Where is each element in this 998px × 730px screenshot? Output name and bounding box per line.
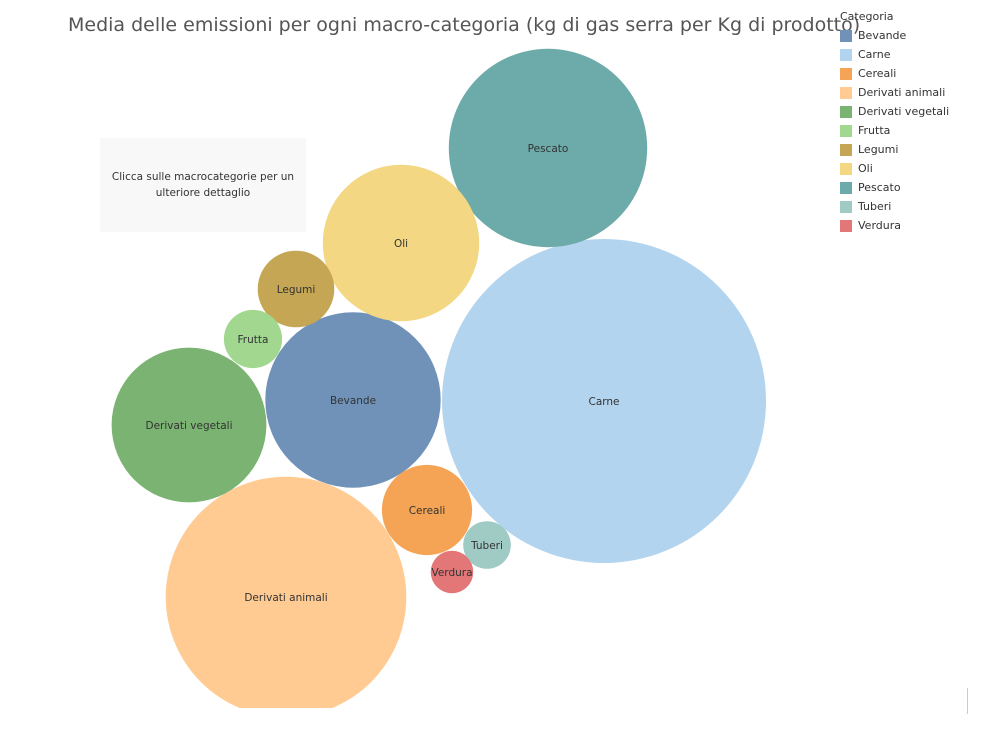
bubble-legumi[interactable] [257, 250, 335, 328]
bubble-label-carne: Carne [588, 396, 619, 408]
bubble-derivati-vegetali[interactable] [111, 347, 267, 503]
legend-label-oli: Oli [858, 162, 873, 175]
legend: Categoria Bevande Carne Cereali Derivati an… [840, 10, 990, 235]
legend-label-cereali: Cereali [858, 67, 897, 80]
legend-item-oli[interactable]: Oli [840, 159, 990, 178]
legend-label-carne: Carne [858, 48, 891, 61]
legend-label-verdura: Verdura [858, 219, 901, 232]
legend-swatch-pescato [840, 181, 852, 194]
legend-item-derivati-animali[interactable]: Derivati animali [840, 83, 990, 102]
legend-item-cereali[interactable]: Cereali [840, 64, 990, 83]
bubble-label-bevande: Bevande [330, 395, 376, 407]
bubble-oli[interactable] [322, 164, 480, 322]
legend-item-legumi[interactable]: Legumi [840, 140, 990, 159]
legend-title: Categoria [840, 10, 894, 23]
legend-item-carne[interactable]: Carne [840, 45, 990, 64]
legend-swatch-legumi [840, 143, 852, 156]
bubble-label-tuberi: Tuberi [470, 540, 503, 552]
legend-label-derivati-vegetali: Derivati vegetali [858, 105, 950, 118]
bubble-derivati-animali[interactable] [165, 476, 407, 718]
bubble-verdura[interactable] [430, 550, 474, 594]
bubble-label-frutta: Frutta [238, 334, 269, 346]
legend-swatch-verdura [840, 219, 852, 232]
bubble-label-cereali: Cereali [409, 505, 446, 517]
bubble-label-derivati-animali: Derivati animali [244, 592, 327, 604]
bubble-label-pescato: Pescato [528, 143, 569, 155]
legend-label-pescato: Pescato [858, 181, 901, 194]
bubble-label-legumi: Legumi [277, 284, 316, 296]
legend-swatch-derivati-vegetali [840, 105, 852, 118]
legend-item-tuberi[interactable]: Tuberi [840, 197, 990, 216]
bubble-label-oli: Oli [394, 238, 408, 250]
legend-label-bevande: Bevande [858, 29, 907, 42]
legend-label-frutta: Frutta [858, 124, 891, 137]
bubble-pescato[interactable] [448, 48, 648, 248]
bubble-tuberi[interactable] [463, 521, 511, 569]
legend-swatch-bevande [840, 29, 852, 42]
bubble-label-verdura: Verdura [431, 567, 472, 579]
legend-label-derivati-animali: Derivati animali [858, 86, 946, 99]
legend-item-pescato[interactable]: Pescato [840, 178, 990, 197]
bubble-bevande[interactable] [265, 312, 441, 488]
legend-item-bevande[interactable]: Bevande [840, 26, 990, 45]
legend-item-frutta[interactable]: Frutta [840, 121, 990, 140]
legend-item-verdura[interactable]: Verdura [840, 216, 990, 235]
legend-swatch-cereali [840, 67, 852, 80]
chart-title: Media delle emissioni per ogni macro-cat… [68, 14, 861, 36]
legend-swatch-tuberi [840, 200, 852, 213]
scrollbar-marker [967, 688, 968, 714]
bubble-label-derivati-vegetali: Derivati vegetali [146, 420, 233, 432]
legend-label-legumi: Legumi [858, 143, 899, 156]
legend-item-derivati-vegetali[interactable]: Derivati vegetali [840, 102, 990, 121]
bubble-cereali[interactable] [381, 464, 473, 556]
bubble-frutta[interactable] [223, 309, 283, 369]
hint-text: Clicca sulle macrocategorie per un ulter… [111, 171, 295, 199]
legend-swatch-derivati-animali [840, 86, 852, 99]
legend-swatch-carne [840, 48, 852, 61]
legend-swatch-oli [840, 162, 852, 175]
legend-label-tuberi: Tuberi [858, 200, 892, 213]
hint-box: Clicca sulle macrocategorie per un ulter… [100, 138, 306, 232]
legend-swatch-frutta [840, 124, 852, 137]
bubble-carne[interactable] [442, 239, 766, 563]
